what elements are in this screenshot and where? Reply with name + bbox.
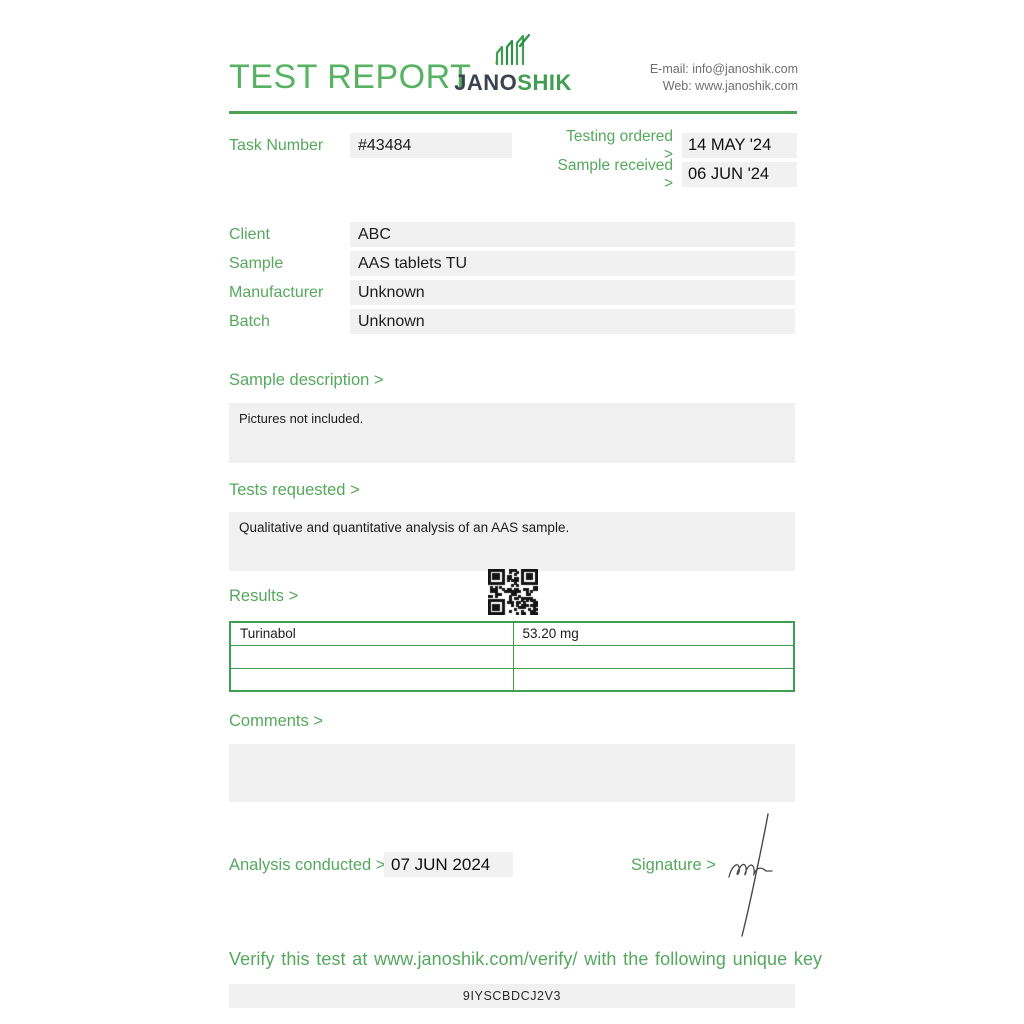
logo-wordmark: JANOSHIK [452, 70, 574, 96]
client-label: Client [229, 225, 270, 243]
detail-row-client: Client ABC [229, 222, 795, 247]
result-amount [512, 667, 795, 692]
batch-label: Batch [229, 312, 270, 330]
growth-chart-icon [495, 33, 531, 66]
testing-ordered-value: 14 MAY '24 [682, 133, 797, 158]
detail-row-batch: Batch Unknown [229, 309, 795, 334]
manufacturer-value: Unknown [350, 280, 795, 305]
testing-ordered-label: Testing ordered > [566, 127, 673, 163]
tests-requested-label: Tests requested > [229, 481, 360, 499]
sample-received-value: 06 JUN '24 [682, 162, 797, 187]
detail-row-sample: Sample AAS tablets TU [229, 251, 795, 276]
table-row [229, 644, 795, 669]
sample-description-label: Sample description > [229, 371, 384, 389]
sample-received-label: Sample received > [557, 156, 673, 192]
manufacturer-label: Manufacturer [229, 283, 324, 301]
comments-label: Comments > [229, 712, 323, 730]
result-amount [512, 644, 795, 669]
sample-details: Client ABC Sample AAS tablets TU Manufac… [229, 222, 795, 338]
janoshik-logo: JANOSHIK [452, 33, 574, 96]
result-substance [229, 667, 514, 692]
signature-image [728, 813, 773, 937]
analysis-date-value: 07 JUN 2024 [384, 852, 513, 877]
result-substance [229, 644, 514, 669]
sample-value: AAS tablets TU [350, 251, 795, 276]
page-title: TEST REPORT [229, 58, 472, 96]
testing-ordered-row: Testing ordered > 14 MAY '24 [556, 128, 797, 163]
results-table: Turinabol 53.20 mg [229, 621, 795, 692]
sample-label: Sample [229, 254, 284, 272]
header-divider [229, 111, 797, 114]
table-row: Turinabol 53.20 mg [229, 621, 795, 646]
contact-info: E-mail: info@janoshik.com Web: www.janos… [650, 61, 798, 95]
unique-key-value: 9IYSCBDCJ2V3 [229, 984, 795, 1008]
signature-label: Signature > [631, 856, 716, 874]
client-value: ABC [350, 222, 795, 247]
detail-row-manufacturer: Manufacturer Unknown [229, 280, 795, 305]
comments-box [229, 744, 795, 802]
sample-received-row: Sample received > 06 JUN '24 [556, 157, 797, 192]
result-amount: 53.20 mg [512, 621, 795, 646]
batch-value: Unknown [350, 309, 795, 334]
logo-text-shik: SHIK [517, 70, 572, 95]
order-dates: Testing ordered > 14 MAY '24 Sample rece… [556, 128, 797, 192]
results-label: Results > [229, 587, 299, 605]
task-number-label: Task Number [229, 137, 324, 154]
task-number-value: #43484 [350, 133, 512, 158]
qr-code [488, 569, 538, 615]
tests-requested-box: Qualitative and quantitative analysis of… [229, 512, 795, 571]
contact-web: Web: www.janoshik.com [662, 79, 798, 93]
result-substance: Turinabol [229, 621, 514, 646]
table-row [229, 667, 795, 692]
logo-text-jano: JANO [454, 70, 518, 95]
sample-description-box: Pictures not included. [229, 403, 795, 463]
analysis-conducted-label: Analysis conducted > [229, 856, 386, 874]
contact-email: E-mail: info@janoshik.com [649, 62, 798, 76]
verify-instruction: Verify this test at www.janoshik.com/ver… [229, 949, 823, 969]
